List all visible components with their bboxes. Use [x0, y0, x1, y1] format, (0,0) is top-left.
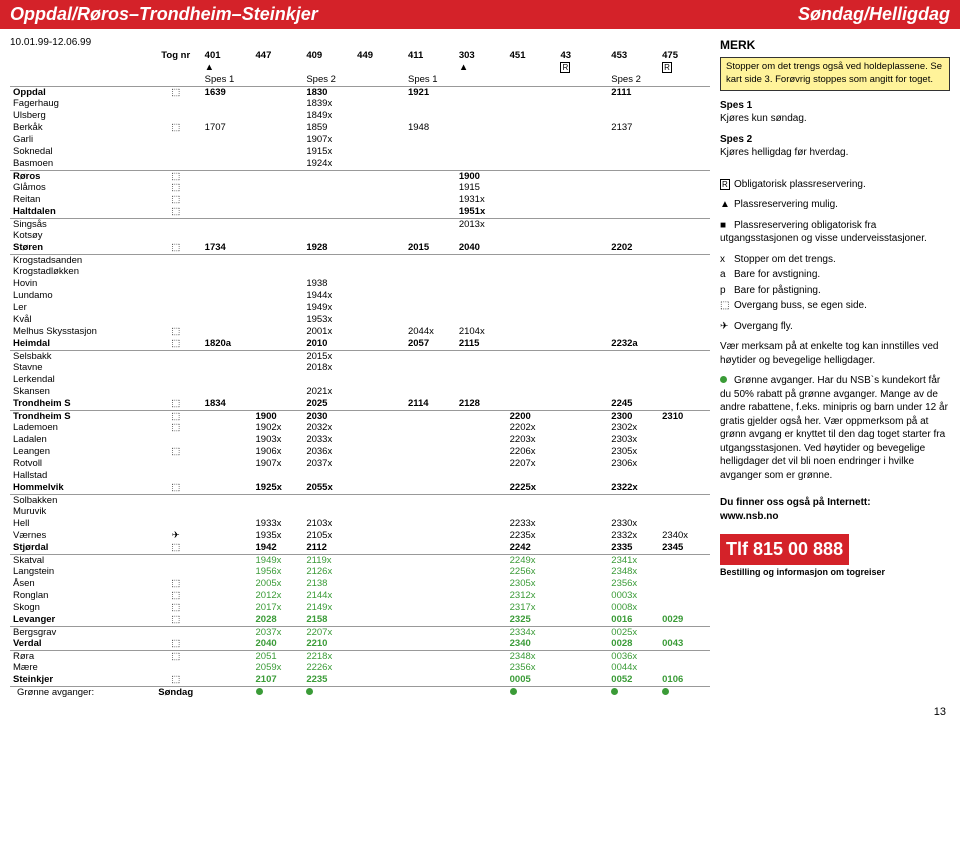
timetable: Tog nr40144740944941130345143453475▲▲RRS… — [10, 50, 710, 698]
route-title: Oppdal/Røros–Trondheim–Steinkjer — [10, 4, 318, 25]
bus-icon: ⬚ — [720, 299, 734, 313]
sq-text: Plassreservering obligatorisk fra utgang… — [720, 220, 927, 245]
plane-icon: ✈ — [720, 320, 734, 334]
triangle-icon: ▲ — [720, 198, 734, 212]
green-dot-icon — [720, 376, 727, 383]
spes1-title: Spes 1 — [720, 100, 752, 111]
merk-title: MERK — [720, 37, 950, 53]
note-box: Stopper om det trengs også ved holdeplas… — [720, 57, 950, 91]
page-number: 13 — [0, 702, 960, 724]
square-icon: ■ — [720, 219, 734, 233]
internet-label: Du finner oss også på Internett: — [720, 497, 871, 508]
x-text: Stopper om det trengs. — [734, 254, 836, 265]
date-range: 10.01.99-12.06.99 — [10, 37, 710, 48]
a-text: Bare for avstigning. — [734, 269, 820, 280]
bus-text: Overgang buss, se egen side. — [734, 300, 867, 311]
url: www.nsb.no — [720, 511, 779, 522]
notes-panel: MERK Stopper om det trengs også ved hold… — [720, 37, 950, 698]
p-text: Bare for påstigning. — [734, 285, 821, 296]
phone-box: Tlf 815 00 888 — [720, 534, 849, 564]
fly-text: Overgang fly. — [734, 321, 793, 332]
spes1-text: Kjøres kun søndag. — [720, 113, 807, 124]
day-title: Søndag/Helligdag — [798, 4, 950, 25]
spes2-title: Spes 2 — [720, 134, 752, 145]
spes2-text: Kjøres helligdag før hverdag. — [720, 147, 848, 158]
tri-text: Plassreservering mulig. — [734, 199, 838, 210]
header-bar: Oppdal/Røros–Trondheim–Steinkjer Søndag/… — [0, 0, 960, 29]
note-green: Grønne avganger. Har du NSB`s kundekort … — [720, 375, 948, 481]
timetable-panel: 10.01.99-12.06.99 Tog nr4014474094494113… — [10, 37, 710, 698]
r-icon: R — [720, 179, 730, 190]
phone-sub: Bestilling og informasjon om togreiser — [720, 566, 950, 578]
r-text: Obligatorisk plassreservering. — [734, 179, 866, 190]
note-cancel: Vær merksam på at enkelte tog kan innsti… — [720, 340, 950, 367]
